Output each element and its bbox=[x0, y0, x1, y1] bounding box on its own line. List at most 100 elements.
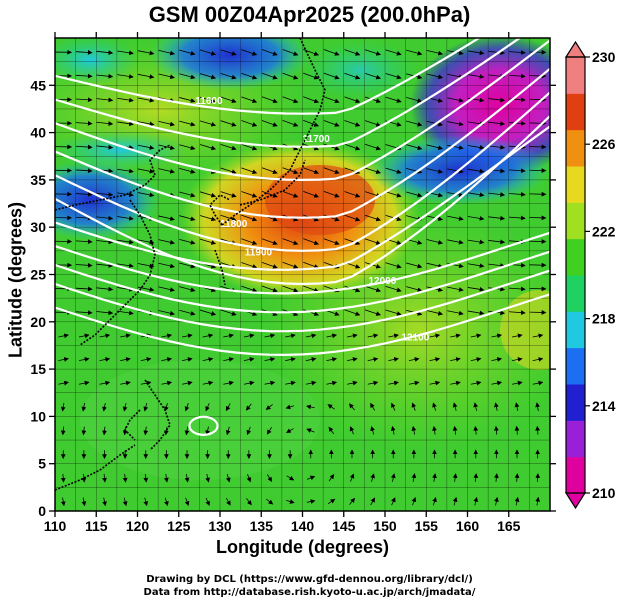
wind-vector bbox=[467, 239, 485, 245]
wind-vector bbox=[158, 215, 175, 221]
wind-vector bbox=[205, 403, 210, 412]
wind-vector bbox=[223, 333, 234, 339]
wind-vector bbox=[75, 97, 93, 103]
wind-vector bbox=[179, 144, 196, 151]
wind-vector bbox=[120, 380, 131, 386]
height-contour bbox=[55, 115, 550, 286]
wind-vector bbox=[488, 97, 506, 103]
colorbar-label: 230 bbox=[592, 49, 616, 65]
wind-vector bbox=[408, 380, 420, 386]
wind-vector bbox=[326, 333, 338, 339]
wind-vector bbox=[411, 497, 417, 506]
y-tick-label: 30 bbox=[30, 219, 46, 235]
wind-vector bbox=[385, 96, 402, 103]
wind-vector bbox=[117, 192, 134, 198]
y-tick-label: 25 bbox=[30, 267, 46, 283]
wind-vector bbox=[261, 238, 278, 245]
colorbar-segment bbox=[566, 57, 585, 94]
wind-vector bbox=[385, 309, 402, 316]
wind-vector bbox=[303, 49, 320, 56]
wind-vector bbox=[450, 357, 461, 362]
wind-vector bbox=[473, 473, 479, 482]
wind-vector bbox=[137, 73, 155, 79]
wind-vector bbox=[184, 403, 190, 412]
wind-vector bbox=[447, 97, 464, 103]
wind-vector bbox=[514, 402, 520, 411]
wind-vector bbox=[205, 473, 210, 483]
wind-vector bbox=[122, 473, 128, 483]
wind-vector bbox=[282, 167, 299, 175]
wind-vector bbox=[225, 426, 231, 436]
wind-vector bbox=[426, 73, 444, 80]
wind-vector bbox=[199, 96, 217, 103]
wind-vector bbox=[488, 263, 506, 268]
height-contour bbox=[188, 415, 219, 436]
wind-vector bbox=[137, 97, 155, 103]
wind-vector bbox=[241, 167, 258, 175]
wind-vector bbox=[223, 380, 234, 386]
wind-vector bbox=[391, 402, 396, 411]
x-tick-label: 150 bbox=[373, 518, 397, 534]
wind-vector bbox=[447, 215, 464, 221]
wind-vector bbox=[282, 261, 299, 269]
wind-vector bbox=[75, 144, 93, 150]
wind-vector bbox=[282, 72, 299, 80]
wind-vector bbox=[261, 49, 278, 56]
wind-vector bbox=[202, 380, 214, 386]
wind-vector bbox=[122, 497, 128, 507]
wind-vector bbox=[60, 473, 66, 483]
wind-vector bbox=[137, 192, 155, 198]
wind-vector bbox=[391, 497, 396, 506]
height-contour bbox=[55, 231, 550, 295]
wind-vector bbox=[385, 167, 402, 174]
wind-vector bbox=[364, 214, 381, 222]
height-contour bbox=[55, 39, 550, 182]
wind-vector bbox=[327, 404, 335, 410]
x-tick-label: 140 bbox=[291, 518, 315, 534]
wind-vector bbox=[241, 191, 258, 198]
wind-vector bbox=[261, 72, 278, 80]
wind-vector bbox=[117, 121, 134, 127]
wind-vector bbox=[75, 120, 93, 126]
wind-vector bbox=[452, 496, 458, 506]
wind-vector bbox=[202, 333, 214, 339]
y-tick-label: 40 bbox=[30, 125, 46, 141]
wind-vector bbox=[199, 191, 217, 198]
wind-vector bbox=[137, 121, 155, 127]
wind-vector bbox=[432, 425, 437, 435]
wind-vector bbox=[367, 333, 379, 339]
wind-vector bbox=[120, 357, 131, 362]
contour-label: 12000 bbox=[369, 276, 397, 287]
wind-vector bbox=[117, 263, 134, 269]
contour-label: 11700 bbox=[303, 134, 331, 145]
wind-vector bbox=[349, 473, 355, 482]
wind-vector bbox=[452, 402, 458, 411]
figure-title: GSM 00Z04Apr2025 (200.0hPa) bbox=[148, 2, 471, 27]
wind-vector bbox=[81, 473, 87, 483]
wind-vector bbox=[411, 425, 417, 435]
wind-vector bbox=[60, 426, 66, 436]
wind-vector bbox=[473, 402, 479, 411]
x-axis-label: Longitude (degrees) bbox=[215, 537, 389, 557]
wind-vector bbox=[241, 238, 258, 245]
wind-vector bbox=[220, 143, 237, 151]
wind-vector bbox=[225, 473, 231, 483]
wind-vector bbox=[303, 72, 320, 80]
wind-vector bbox=[491, 333, 503, 339]
wind-vector bbox=[102, 497, 107, 507]
wind-vector bbox=[364, 49, 381, 56]
wind-vector bbox=[96, 144, 114, 150]
wind-vector bbox=[470, 333, 482, 339]
wind-vector bbox=[220, 191, 237, 198]
wind-vector bbox=[179, 215, 196, 222]
colorbar-segment bbox=[566, 129, 585, 167]
wind-vector bbox=[285, 404, 295, 410]
wind-vector bbox=[158, 73, 175, 80]
wind-vector bbox=[364, 167, 381, 174]
wind-vector bbox=[512, 333, 523, 339]
wind-vector bbox=[493, 473, 499, 482]
wind-vector bbox=[102, 402, 107, 412]
height-contour bbox=[55, 125, 550, 271]
wind-vector bbox=[164, 473, 169, 483]
wind-vector bbox=[514, 473, 520, 482]
